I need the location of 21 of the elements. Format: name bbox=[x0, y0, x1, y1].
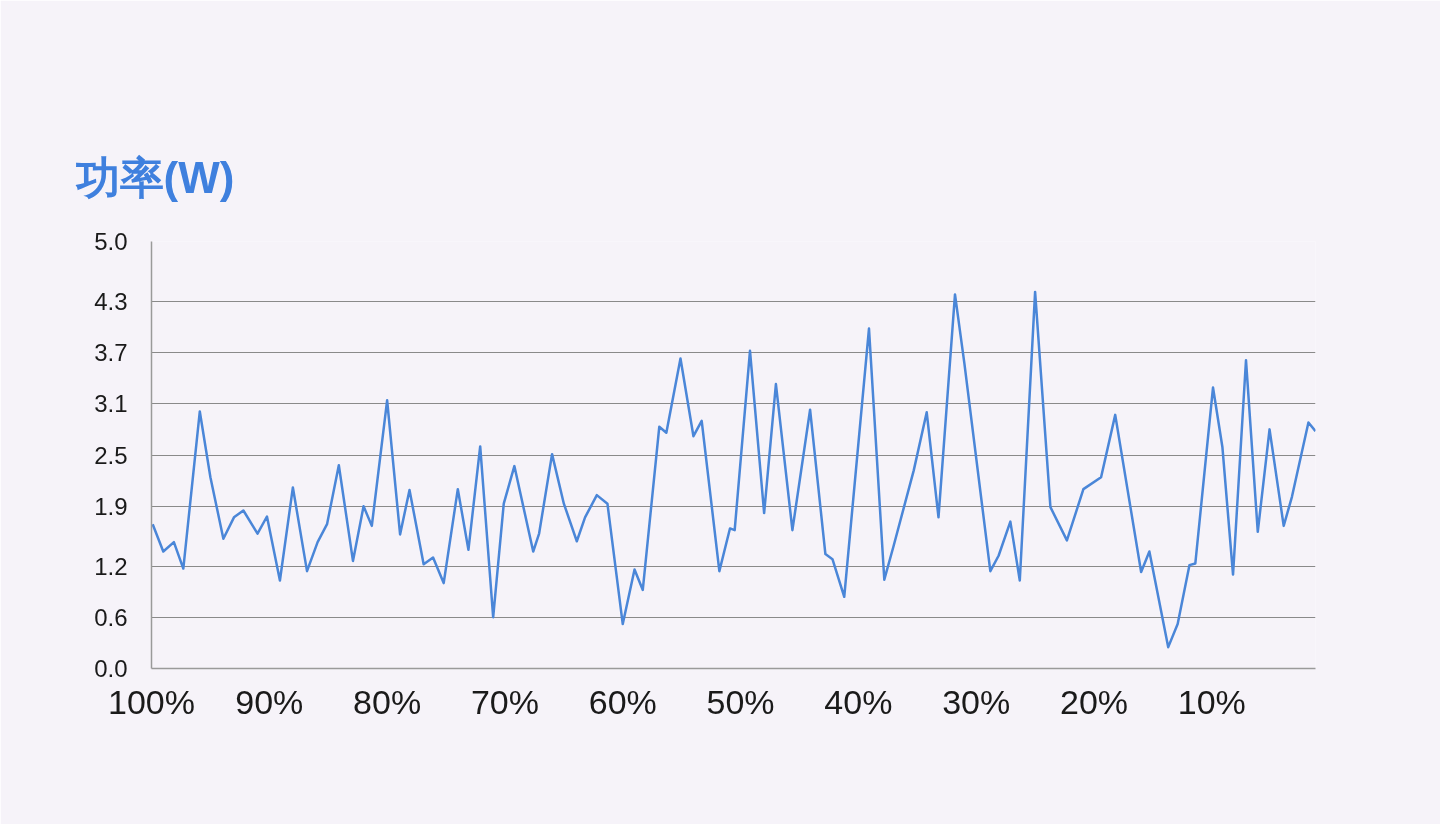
x-tick-label: 100% bbox=[108, 682, 195, 721]
x-tick-label: 20% bbox=[1059, 682, 1129, 721]
y-tick-label: 4.3 bbox=[94, 287, 128, 315]
x-tick-label: 90% bbox=[235, 682, 304, 721]
y-tick-label: 5.0 bbox=[94, 228, 128, 255]
x-tick-label: 10% bbox=[1177, 682, 1246, 721]
chart-title: 功率(W) bbox=[74, 152, 235, 202]
x-tick-label: 60% bbox=[588, 682, 657, 721]
y-tick-label: 1.2 bbox=[94, 552, 128, 580]
y-tick-label: 3.1 bbox=[94, 390, 128, 418]
x-tick-label: 80% bbox=[353, 682, 422, 721]
y-tick-label: 0.6 bbox=[94, 603, 128, 631]
x-tick-label: 70% bbox=[470, 682, 539, 721]
y-tick-label: 2.5 bbox=[94, 441, 128, 469]
y-tick-label: 0.0 bbox=[94, 655, 128, 682]
x-tick-label: 50% bbox=[706, 682, 775, 721]
y-tick-label: 1.9 bbox=[94, 492, 128, 520]
y-tick-label: 3.7 bbox=[94, 339, 128, 367]
x-tick-label: 40% bbox=[824, 682, 893, 721]
x-tick-label: 30% bbox=[942, 682, 1011, 721]
line-series bbox=[151, 290, 1316, 649]
